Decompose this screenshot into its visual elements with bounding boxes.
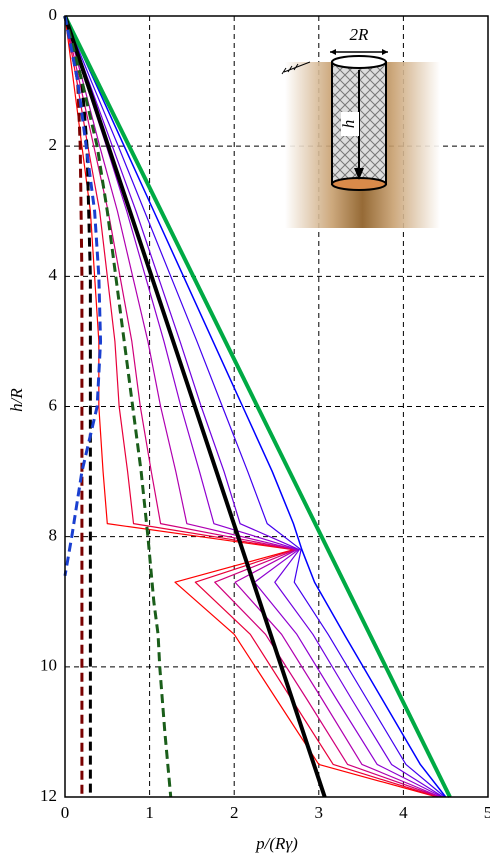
y-axis-label: h/R <box>7 388 26 412</box>
x-tick-label: 2 <box>230 803 239 822</box>
curve <box>64 15 447 798</box>
label-bg <box>341 112 359 136</box>
y-tick-label: 6 <box>49 395 58 414</box>
curve <box>63 15 452 798</box>
y-tick-label: 8 <box>49 526 58 545</box>
arrow-heads <box>330 49 388 55</box>
x-tick-label: 3 <box>315 803 324 822</box>
pile-top <box>331 55 387 69</box>
x-tick-label: 0 <box>61 803 70 822</box>
plot-frame <box>64 15 489 798</box>
curve <box>63 15 173 798</box>
curve <box>63 15 92 797</box>
y-tick-label: 12 <box>40 786 57 805</box>
width-label: 2R <box>350 25 370 44</box>
curve <box>63 15 327 798</box>
curve <box>64 15 438 798</box>
x-axis-label: p/(Rγ) <box>255 834 298 853</box>
depth-label: h <box>339 120 358 129</box>
ground-mark <box>281 61 311 75</box>
depth-head <box>354 168 364 180</box>
y-tick-label: 10 <box>40 656 57 675</box>
x-tick-label: 5 <box>484 803 490 822</box>
curve <box>63 15 103 576</box>
x-tick-label: 1 <box>145 803 154 822</box>
x-tick-label: 4 <box>399 803 408 822</box>
curve <box>64 15 444 798</box>
curve <box>64 15 443 798</box>
inset: 2R h <box>281 25 440 228</box>
curve <box>64 15 440 798</box>
y-tick-label: 4 <box>49 265 58 284</box>
y-tick-label: 0 <box>49 5 58 24</box>
curve <box>64 15 439 798</box>
y-tick-label: 2 <box>49 135 58 154</box>
curve <box>64 15 441 798</box>
curve <box>64 15 446 798</box>
